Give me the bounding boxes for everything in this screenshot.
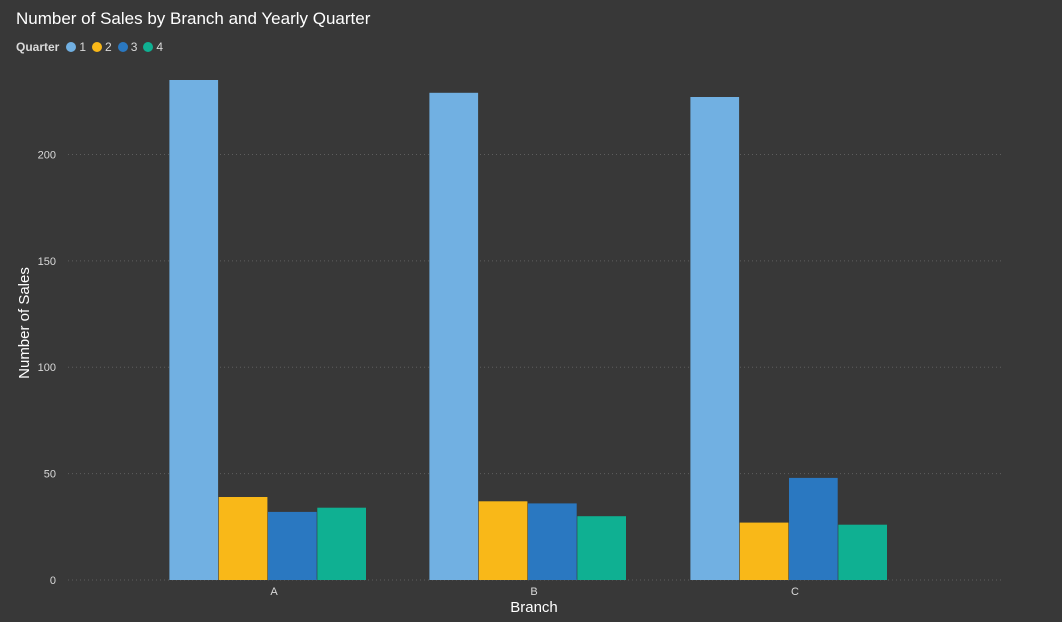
legend: Quarter 1 2 3 4 [16,40,169,54]
bar-c-quarter-2[interactable] [739,522,789,580]
bar-c-quarter-3[interactable] [789,477,838,580]
bars [169,80,887,581]
x-tick-label: A [270,586,278,598]
y-axis-title: Number of Sales [16,267,33,379]
legend-item-quarter-3[interactable]: 3 [117,40,138,54]
legend-item-quarter-2[interactable]: 2 [92,40,112,54]
bar-c-quarter-4[interactable] [838,524,887,580]
legend-label: 4 [156,40,164,54]
legend-label: 2 [105,40,112,54]
bar-a-quarter-4[interactable] [317,507,366,580]
y-tick-label: 50 [44,469,56,481]
bar-b-quarter-4[interactable] [577,516,626,580]
legend-label: 1 [79,40,87,54]
bar-c-quarter-1[interactable] [690,97,740,580]
legend-item-quarter-4[interactable]: 4 [143,40,163,54]
legend-swatch [117,42,128,52]
y-tick-label: 150 [38,256,56,268]
legend-swatch [92,42,103,52]
bar-a-quarter-3[interactable] [268,511,317,580]
bar-a-quarter-2[interactable] [218,497,268,580]
y-tick-label: 200 [38,149,56,161]
x-axis-title: Branch [510,599,558,616]
chart-title: Number of Sales by Branch and Yearly Qua… [16,9,371,28]
x-tick-label: B [530,586,537,598]
bar-b-quarter-2[interactable] [478,501,528,580]
legend-swatch [143,42,154,52]
x-tick-label: C [791,586,799,598]
y-tick-label: 100 [38,362,56,374]
axis-labels: 0 50 100 150 200 A B C [38,149,799,598]
bar-b-quarter-1[interactable] [429,92,479,581]
legend-label: 3 [130,40,138,54]
legend-title: Quarter [16,40,60,54]
bar-b-quarter-3[interactable] [528,503,577,580]
legend-item-quarter-1[interactable]: 1 [66,40,86,54]
bar-a-quarter-1[interactable] [169,80,219,580]
legend-swatch [66,42,77,52]
y-tick-label: 0 [50,575,56,587]
